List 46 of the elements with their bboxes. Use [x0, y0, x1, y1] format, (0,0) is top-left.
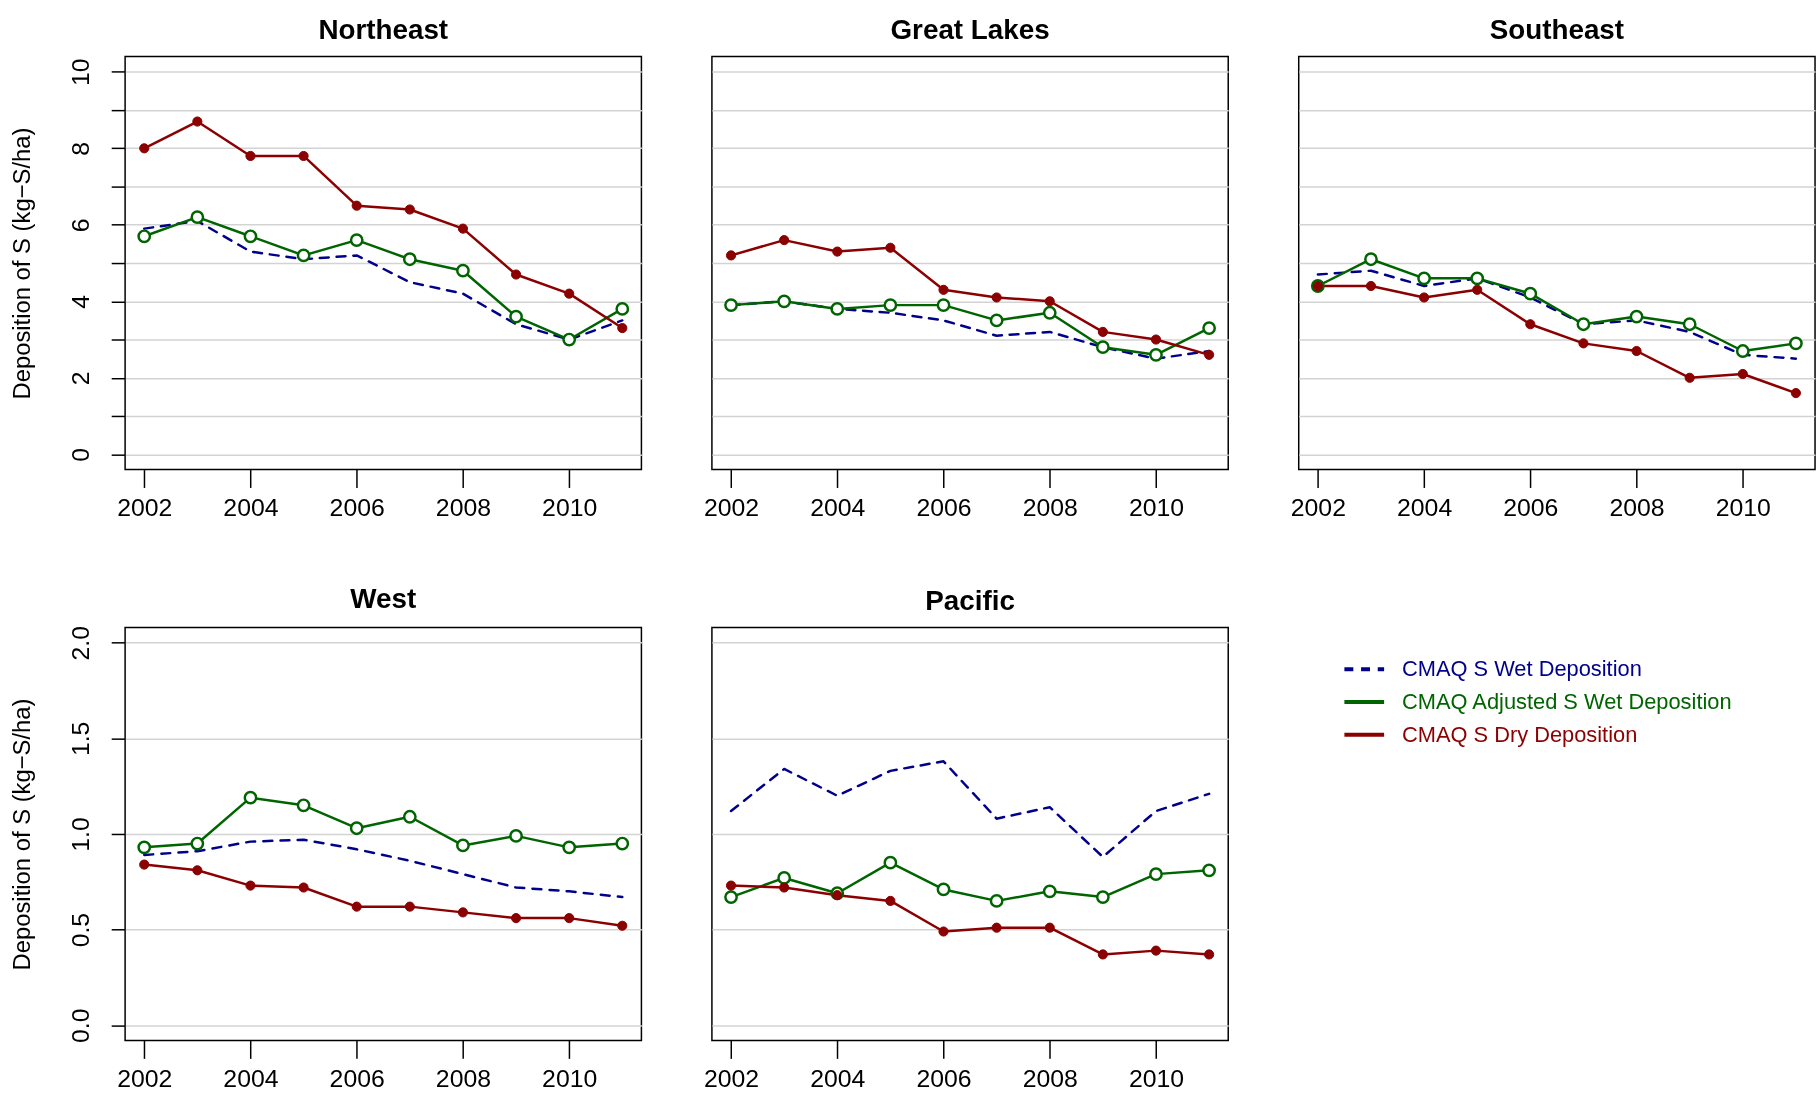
x-tick-label: 2006	[1503, 493, 1559, 521]
legend-label: CMAQ S Wet Deposition	[1401, 656, 1642, 682]
chart-title: West	[350, 582, 417, 614]
x-tick-label: 2004	[223, 493, 279, 521]
x-tick-label: 2006	[916, 493, 972, 521]
x-tick-label: 2006	[329, 493, 385, 521]
x-tick-label: 2002	[117, 1064, 173, 1092]
x-tick-label: 2008	[1022, 493, 1078, 521]
y-tick-label: 1.5	[66, 721, 94, 757]
x-tick-label: 2004	[810, 1064, 866, 1092]
y-tick-label: 2.0	[66, 625, 94, 661]
y-tick-label: 0	[66, 447, 94, 462]
y-tick-label: 10	[66, 58, 94, 87]
x-tick-label: 2004	[810, 493, 866, 521]
legend-label: CMAQ S Dry Deposition	[1401, 721, 1638, 747]
x-tick-label: 2010	[1715, 493, 1771, 521]
chart-title: Northeast	[318, 13, 449, 45]
y-tick-label: 2	[66, 371, 94, 386]
x-tick-label: 2002	[703, 1064, 760, 1092]
x-tick-label: 2002	[703, 493, 760, 521]
x-tick-label: 2010	[542, 1064, 598, 1092]
x-tick-label: 2006	[329, 1064, 385, 1092]
y-tick-label: 6	[66, 218, 94, 233]
x-tick-label: 2010	[1128, 493, 1185, 521]
x-tick-label: 2008	[1609, 493, 1665, 521]
legend-label: CMAQ Adjusted S Wet Deposition	[1401, 688, 1732, 714]
x-tick-label: 2008	[1022, 1064, 1078, 1092]
x-tick-label: 2006	[916, 1064, 972, 1092]
x-tick-label: 2002	[1290, 493, 1346, 521]
chart-title: Great Lakes	[890, 13, 1050, 45]
chart-title: Southeast	[1489, 13, 1625, 45]
x-tick-label: 2008	[435, 493, 492, 521]
x-tick-label: 2004	[1396, 493, 1453, 521]
y-tick-label: 4	[66, 294, 94, 309]
x-tick-label: 2010	[1128, 1064, 1185, 1092]
y-axis-title: Deposition of S (kg−S/ha)	[8, 127, 36, 400]
x-tick-label: 2002	[117, 493, 173, 521]
x-tick-label: 2004	[223, 1064, 279, 1092]
x-tick-label: 2010	[542, 493, 598, 521]
y-tick-label: 1.0	[66, 817, 94, 852]
y-tick-label: 8	[66, 141, 94, 156]
y-axis-title: Deposition of S (kg−S/ha)	[8, 698, 36, 971]
chart-title: Pacific	[925, 584, 1015, 616]
y-tick-label: 0.0	[66, 1008, 94, 1043]
x-tick-label: 2008	[435, 1064, 492, 1092]
y-tick-label: 0.5	[66, 912, 94, 948]
